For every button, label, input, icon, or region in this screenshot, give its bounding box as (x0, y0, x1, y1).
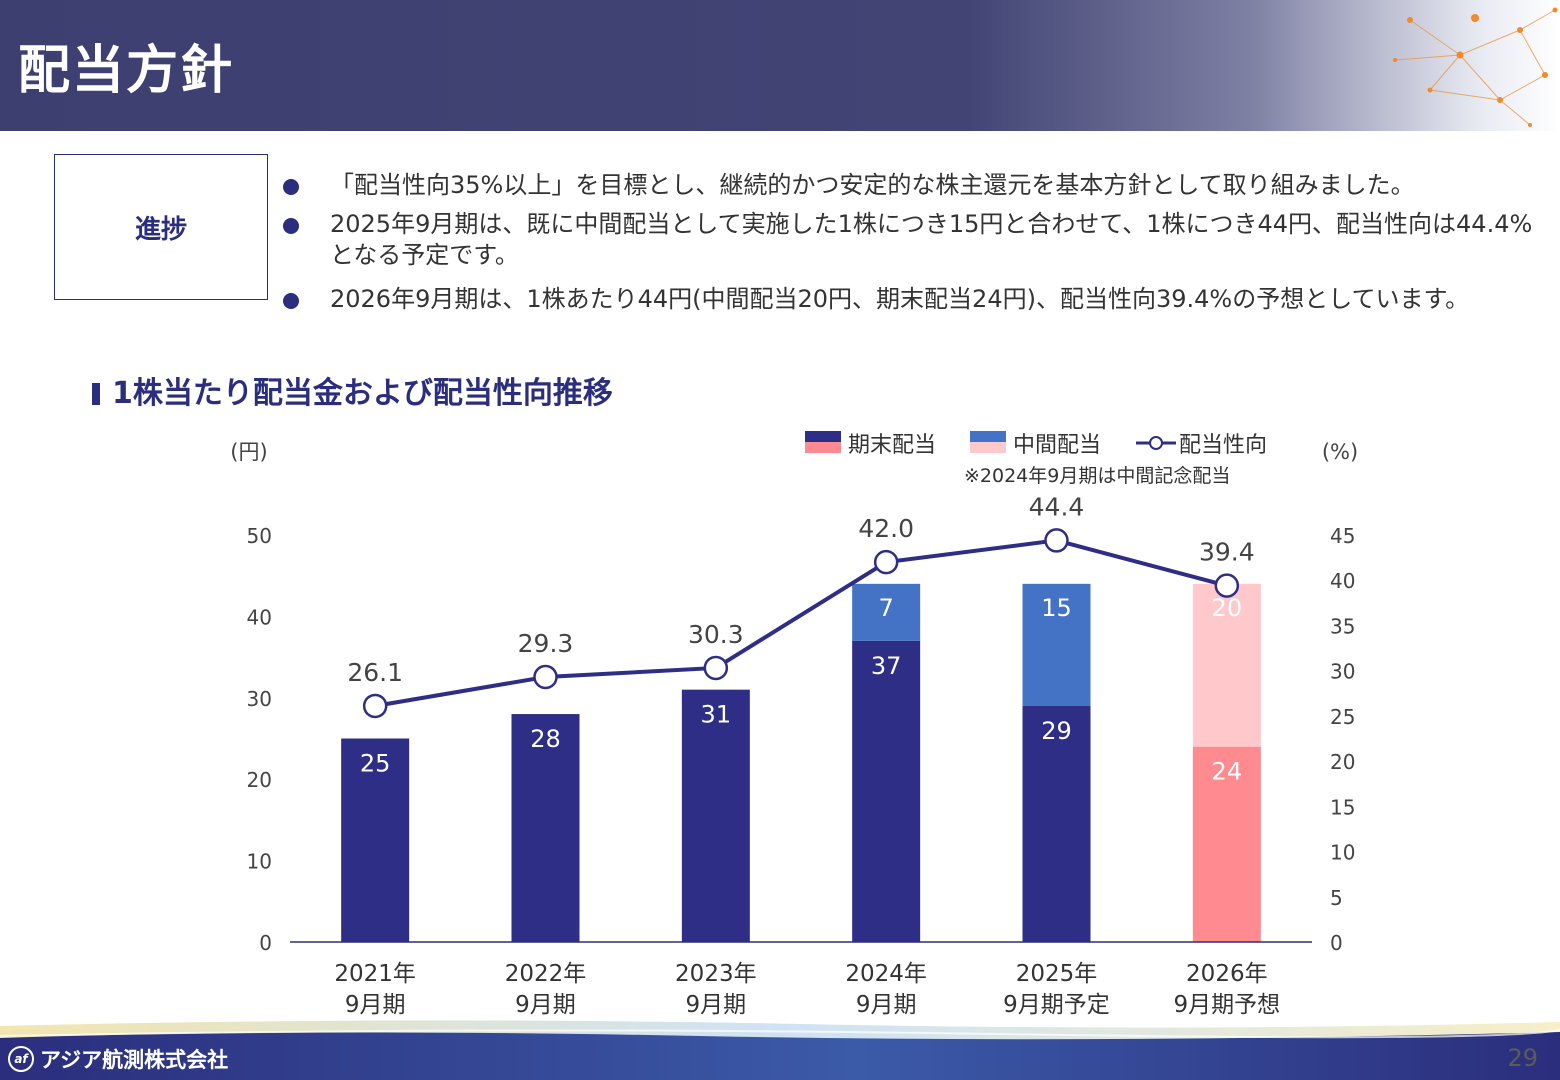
payout-ratio-line (374, 538, 1228, 708)
section-title-text: 1株当たり配当金および配当性向推移 (112, 376, 613, 411)
payout-ratio-label: 39.4 (1199, 538, 1255, 567)
bar-year-end-label: 24 (1212, 758, 1243, 786)
bullet-text: 2026年9月期は、1株あたり44円(中間配当20円、期末配当24円)、配当性向… (330, 285, 1470, 313)
bullet-text: 2025年9月期は、既に中間配当として実施した1株につき15円と合わせて、1株に… (330, 210, 1533, 269)
legend-label: 中間配当 (1013, 433, 1101, 458)
category-label: 9月期予定 (1003, 992, 1110, 1018)
bar-year-end-label: 29 (1041, 717, 1072, 745)
bullet-item: 2026年9月期は、1株あたり44円(中間配当20円、期末配当24円)、配当性向… (283, 284, 1533, 315)
payout-ratio-point (873, 549, 899, 575)
bar-year-end (1022, 705, 1091, 942)
legend-swatch-interim (970, 431, 1006, 442)
legend-swatch-interim-forecast (970, 442, 1006, 453)
right-tick-label: 30 (1330, 660, 1355, 684)
category-label: 9月期予想 (1174, 992, 1281, 1018)
right-tick-label: 0 (1330, 931, 1343, 955)
bar-interim-label: 15 (1041, 594, 1072, 622)
logo-icon: af (8, 1046, 34, 1072)
bullet-text: 「配当性向35%以上」を目標とし、継続的かつ安定的な株主還元を基本方針として取り… (330, 171, 1415, 199)
page-title: 配当方針 (18, 41, 235, 101)
header-bar: 配当方針 (0, 0, 1560, 131)
page-number: 29 (1507, 1044, 1538, 1072)
payout-ratio-label: 42.0 (858, 514, 914, 543)
category-label: 2024年 (845, 961, 927, 987)
bar-year-end (1192, 746, 1261, 942)
payout-ratio-label: 44.4 (1029, 492, 1085, 521)
left-tick-label: 40 (247, 605, 272, 629)
company-name: アジア航測株式会社 (40, 1048, 229, 1072)
category-label: 2025年 (1016, 961, 1098, 987)
bullet-dot (283, 293, 299, 309)
left-tick-label: 10 (247, 850, 272, 874)
progress-box: 進捗 (54, 154, 268, 300)
payout-ratio-label: 26.1 (347, 658, 403, 687)
payout-ratio-point (362, 693, 388, 719)
right-tick-label: 45 (1330, 524, 1355, 548)
progress-label: 進捗 (134, 214, 187, 245)
footer-wave (0, 1020, 1560, 1080)
right-tick-label: 5 (1330, 886, 1343, 910)
right-tick-label: 25 (1330, 705, 1355, 729)
bullet-item: 2025年9月期は、既に中間配当として実施した1株につき15円と合わせて、1株に… (283, 209, 1533, 271)
legend-label: 期末配当 (848, 433, 936, 458)
payout-ratio-label: 29.3 (518, 629, 574, 658)
bar-interim-label: 7 (879, 594, 894, 622)
category-label: 2021年 (334, 961, 416, 987)
left-tick-label: 0 (259, 931, 272, 955)
payout-ratio-label: 30.3 (688, 620, 744, 649)
payout-ratio-point (533, 664, 558, 690)
bar-year-end (681, 689, 750, 942)
legend-swatch-year-end-forecast (805, 442, 841, 453)
bullet-item: 「配当性向35%以上」を目標とし、継続的かつ安定的な株主還元を基本方針として取り… (283, 170, 1533, 201)
bullet-dot (283, 179, 299, 195)
left-tick-label: 50 (247, 524, 272, 548)
right-tick-label: 10 (1330, 841, 1355, 865)
category-label: 9月期 (856, 992, 917, 1018)
chart-note: ※2024年9月期は中間記念配当 (964, 464, 1230, 487)
right-tick-label: 40 (1330, 569, 1355, 593)
payout-ratio-point (1214, 573, 1240, 598)
bar-year-end-label: 28 (530, 725, 561, 753)
section-title: 1株当たり配当金および配当性向推移 (92, 368, 613, 412)
payout-ratio-point (1044, 528, 1069, 553)
section-marker (92, 383, 100, 405)
bar-year-end-label: 25 (360, 750, 391, 778)
payout-ratio-point (703, 655, 729, 681)
left-tick-label: 30 (247, 687, 272, 711)
right-axis-unit: (%) (1322, 440, 1358, 464)
category-label: 2022年 (505, 961, 587, 987)
bar-year-end (511, 714, 580, 942)
network-decoration (1393, 7, 1558, 127)
footer-band (0, 1016, 1560, 1080)
category-label: 9月期 (686, 992, 747, 1018)
category-label: 9月期 (515, 992, 576, 1018)
bar-interim-label: 20 (1212, 594, 1243, 622)
legend-marker (1149, 436, 1163, 450)
left-tick-label: 20 (247, 768, 272, 792)
legend-label: 配当性向 (1179, 433, 1267, 458)
bar-year-end (341, 738, 410, 942)
category-label: 9月期 (345, 992, 406, 1018)
bar-year-end-label: 31 (701, 701, 732, 729)
category-label: 2023年 (675, 961, 757, 987)
bar-interim (1192, 583, 1261, 747)
bar-year-end-label: 37 (871, 652, 902, 680)
legend-swatch-year-end (805, 431, 841, 442)
bullet-dot (283, 218, 299, 234)
bar-interim (1022, 583, 1091, 706)
right-tick-label: 35 (1330, 614, 1355, 638)
dividend-chart: (円) (%) 0 10 20 30 40 50 0 5 10 15 20 25 30 35 40 45 25 28 3… (230, 431, 1358, 1018)
bar-interim (852, 583, 921, 641)
left-axis-unit: (円) (230, 440, 267, 464)
bar-year-end (852, 640, 921, 942)
right-tick-label: 15 (1330, 795, 1355, 819)
company-logo: af アジア航測株式会社 (8, 1044, 228, 1074)
right-tick-label: 20 (1330, 750, 1355, 774)
category-label: 2026年 (1186, 961, 1268, 987)
